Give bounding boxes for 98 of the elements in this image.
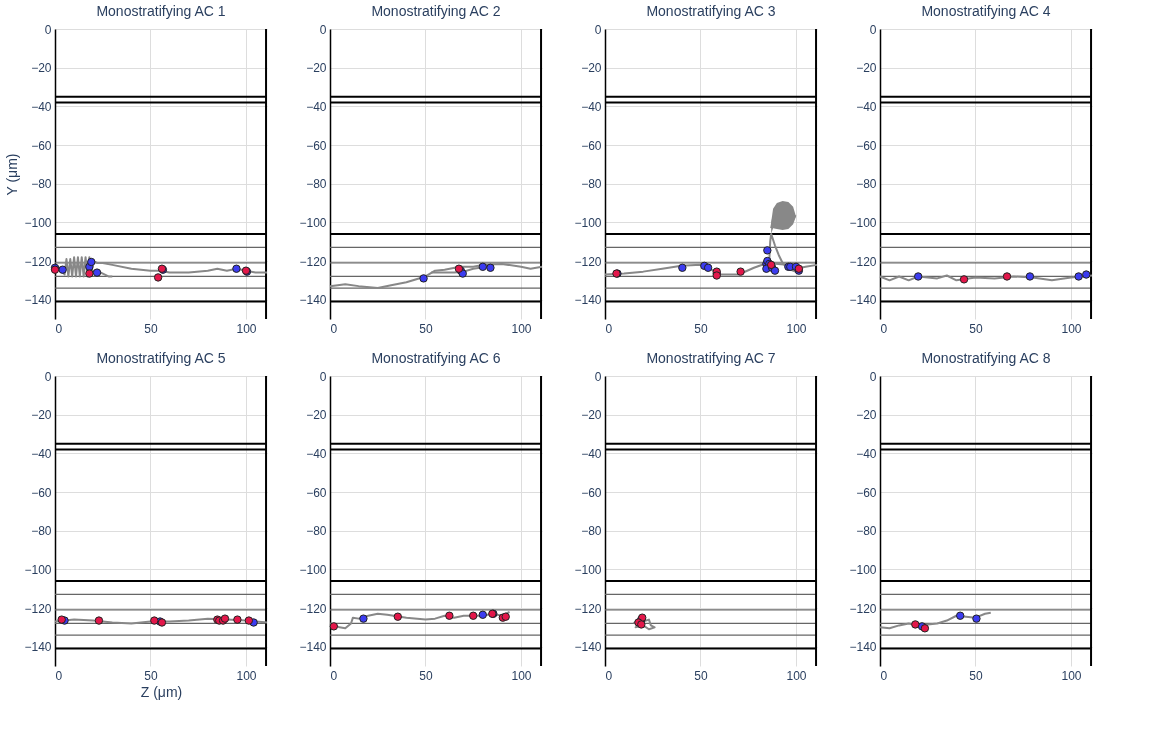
y-tick-label: −20 — [306, 408, 327, 423]
y-tick-label: −120 — [574, 601, 602, 616]
y-tick-label: −140 — [24, 293, 52, 308]
x-tick-label: 0 — [880, 668, 888, 683]
x-tick-label: 0 — [330, 321, 338, 336]
y-tick-label: −100 — [24, 215, 52, 230]
y-tick-label: −60 — [31, 138, 52, 153]
x-axis-title: Z (μm) — [140, 683, 183, 700]
y-tick-label: −20 — [306, 61, 327, 76]
y-tick-label: 0 — [44, 369, 52, 384]
chart-title: Monostratifying AC 7 — [646, 350, 776, 366]
x-tick-label: 100 — [236, 668, 257, 683]
chart-title: Monostratifying AC 3 — [646, 3, 776, 19]
y-tick-label: −80 — [306, 177, 327, 192]
y-tick-label: −140 — [574, 640, 602, 655]
y-tick-label: −40 — [31, 99, 52, 114]
x-tick-label: 100 — [786, 668, 807, 683]
y-tick-label: −40 — [306, 99, 327, 114]
y-tick-label: −100 — [24, 562, 52, 577]
y-tick-label: −20 — [856, 61, 877, 76]
x-tick-label: 50 — [419, 321, 433, 336]
y-tick-label: −40 — [581, 99, 602, 114]
x-tick-label: 100 — [511, 668, 532, 683]
y-tick-label: 0 — [319, 369, 327, 384]
y-tick-label: −80 — [306, 524, 327, 539]
chart-title: Monostratifying AC 8 — [921, 350, 1051, 366]
x-tick-label: 50 — [969, 668, 983, 683]
x-tick-label: 50 — [969, 321, 983, 336]
y-tick-label: 0 — [44, 22, 52, 37]
y-tick-label: −120 — [849, 601, 877, 616]
y-tick-label: −100 — [299, 215, 327, 230]
y-axis-title: Y (μm) — [4, 153, 21, 196]
y-tick-label: −20 — [31, 408, 52, 423]
y-tick-label: −140 — [24, 640, 52, 655]
x-tick-label: 50 — [694, 321, 708, 336]
x-tick-label: 0 — [605, 321, 613, 336]
y-tick-label: −80 — [856, 177, 877, 192]
y-tick-label: −20 — [856, 408, 877, 423]
y-tick-label: −100 — [849, 215, 877, 230]
y-tick-label: −60 — [31, 485, 52, 500]
y-tick-label: 0 — [869, 369, 877, 384]
chart-title: Monostratifying AC 4 — [921, 3, 1051, 19]
chart-title: Monostratifying AC 1 — [96, 3, 226, 19]
y-tick-label: −20 — [581, 408, 602, 423]
y-tick-label: −120 — [24, 601, 52, 616]
y-tick-label: −120 — [574, 254, 602, 269]
y-tick-label: −140 — [849, 640, 877, 655]
y-tick-label: −60 — [306, 138, 327, 153]
x-tick-label: 50 — [144, 321, 158, 336]
y-tick-label: −120 — [24, 254, 52, 269]
y-tick-label: 0 — [869, 22, 877, 37]
x-tick-label: 0 — [330, 668, 338, 683]
x-tick-label: 0 — [880, 321, 888, 336]
y-tick-label: −40 — [31, 446, 52, 461]
y-tick-label: −20 — [581, 61, 602, 76]
y-tick-label: −120 — [299, 601, 327, 616]
x-tick-label: 0 — [55, 668, 63, 683]
chart-title: Monostratifying AC 2 — [371, 3, 501, 19]
y-tick-label: −140 — [299, 640, 327, 655]
y-tick-label: −60 — [306, 485, 327, 500]
y-tick-label: −100 — [574, 215, 602, 230]
y-tick-label: −40 — [581, 446, 602, 461]
y-tick-label: 0 — [594, 22, 602, 37]
chart-title: Monostratifying AC 6 — [371, 350, 501, 366]
x-tick-label: 100 — [236, 321, 257, 336]
x-tick-label: 50 — [144, 668, 158, 683]
chart-title: Monostratifying AC 5 — [96, 350, 226, 366]
y-tick-label: −60 — [856, 138, 877, 153]
y-tick-label: −40 — [856, 446, 877, 461]
x-tick-label: 0 — [605, 668, 613, 683]
y-tick-label: −80 — [31, 524, 52, 539]
y-tick-label: −140 — [574, 293, 602, 308]
y-tick-label: −40 — [856, 99, 877, 114]
y-tick-label: −80 — [31, 177, 52, 192]
y-tick-label: −80 — [581, 524, 602, 539]
y-tick-label: 0 — [319, 22, 327, 37]
x-tick-label: 100 — [786, 321, 807, 336]
x-tick-label: 100 — [1061, 321, 1082, 336]
y-tick-label: −60 — [581, 485, 602, 500]
y-tick-label: −140 — [299, 293, 327, 308]
y-tick-label: −100 — [299, 562, 327, 577]
y-tick-label: −140 — [849, 293, 877, 308]
y-tick-label: −60 — [581, 138, 602, 153]
x-tick-label: 0 — [55, 321, 63, 336]
y-tick-label: −60 — [856, 485, 877, 500]
x-tick-label: 100 — [511, 321, 532, 336]
x-tick-label: 50 — [419, 668, 433, 683]
y-tick-label: −20 — [31, 61, 52, 76]
y-tick-label: −40 — [306, 446, 327, 461]
y-tick-label: −80 — [581, 177, 602, 192]
y-tick-label: 0 — [594, 369, 602, 384]
y-tick-label: −100 — [849, 562, 877, 577]
y-tick-label: −120 — [849, 254, 877, 269]
x-tick-label: 100 — [1061, 668, 1082, 683]
x-tick-label: 50 — [694, 668, 708, 683]
y-tick-label: −100 — [574, 562, 602, 577]
y-tick-label: −120 — [299, 254, 327, 269]
y-tick-label: −80 — [856, 524, 877, 539]
